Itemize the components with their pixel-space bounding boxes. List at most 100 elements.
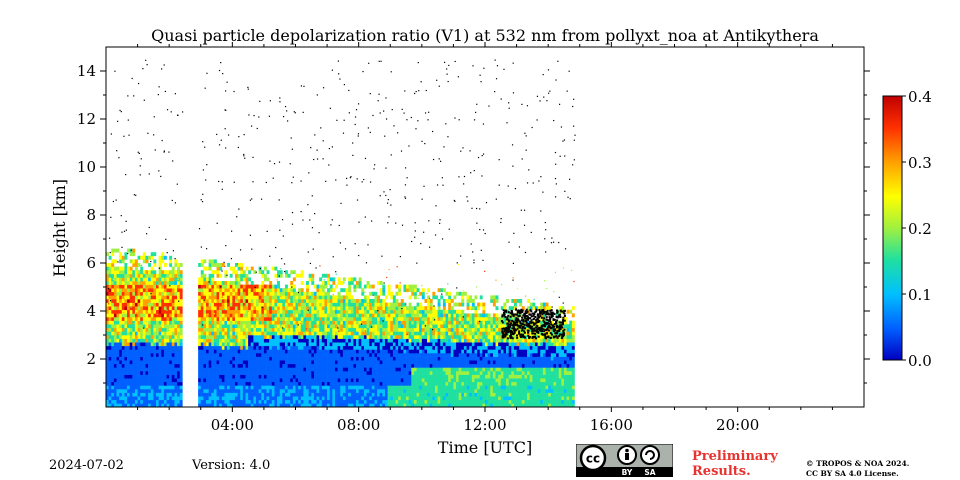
heatmap-cell bbox=[466, 331, 470, 336]
heatmap-cell bbox=[121, 313, 125, 318]
heatmap-cell bbox=[274, 399, 278, 404]
heatmap-cell bbox=[124, 313, 128, 318]
heatmap-cell bbox=[350, 306, 354, 311]
heatmap-cell bbox=[211, 335, 215, 339]
heatmap-cell bbox=[266, 324, 270, 329]
heatmap-cell bbox=[227, 360, 231, 365]
heatmap-cell bbox=[324, 302, 328, 307]
heatmap-cell bbox=[208, 335, 212, 339]
heatmap-cell bbox=[271, 335, 275, 339]
heatmap-cell bbox=[298, 288, 302, 293]
heatmap-cell bbox=[113, 385, 117, 390]
heatmap-cell bbox=[234, 392, 238, 397]
heatmap-cell bbox=[466, 385, 470, 390]
heatmap-cell bbox=[403, 371, 407, 375]
heatmap-cell bbox=[469, 295, 473, 300]
heatmap-cell bbox=[282, 349, 286, 354]
heatmap-cell bbox=[498, 385, 502, 390]
heatmap-cell bbox=[227, 306, 231, 311]
heatmap-cell bbox=[113, 360, 117, 365]
heatmap-cell bbox=[269, 360, 273, 365]
heatmap-cell bbox=[292, 324, 296, 329]
heatmap-cell bbox=[227, 356, 231, 361]
heatmap-cell bbox=[137, 367, 141, 372]
heatmap-cell bbox=[361, 396, 365, 401]
heatmap-cell bbox=[269, 295, 273, 300]
heatmap-cell bbox=[398, 309, 402, 314]
heatmap-cell bbox=[419, 353, 423, 357]
heatmap-cell bbox=[248, 399, 252, 404]
heatmap-cell bbox=[477, 320, 481, 325]
heatmap-cell bbox=[340, 331, 344, 336]
heatmap-cell bbox=[219, 324, 223, 329]
heatmap-cell bbox=[292, 317, 296, 321]
heatmap-cell bbox=[279, 356, 283, 361]
heatmap-cell bbox=[479, 356, 483, 361]
heatmap-cell bbox=[327, 356, 331, 361]
heatmap-cell bbox=[245, 320, 249, 325]
heatmap-cell bbox=[377, 313, 381, 318]
heatmap-cell bbox=[363, 385, 367, 390]
heatmap-cell bbox=[177, 320, 180, 325]
heatmap-cell bbox=[124, 295, 128, 300]
heatmap-cell bbox=[361, 356, 365, 361]
heatmap-cell bbox=[437, 392, 441, 397]
heatmap-cell bbox=[121, 360, 125, 365]
heatmap-cell bbox=[411, 389, 415, 393]
heatmap-cell bbox=[479, 374, 483, 379]
heatmap-cell bbox=[292, 309, 296, 314]
heatmap-cell bbox=[113, 349, 117, 354]
heatmap-cell bbox=[340, 389, 344, 393]
heatmap-cell bbox=[492, 302, 496, 307]
heatmap-cell bbox=[277, 284, 281, 289]
heatmap-cell bbox=[219, 306, 223, 311]
heatmap-cell bbox=[253, 284, 257, 289]
heatmap-cell bbox=[121, 295, 125, 300]
heatmap-cell bbox=[161, 378, 165, 383]
heatmap-cell bbox=[471, 320, 475, 325]
heatmap-cell bbox=[387, 284, 391, 289]
heatmap-cell bbox=[334, 338, 338, 343]
heatmap-cell bbox=[245, 349, 249, 354]
heatmap-cell bbox=[211, 281, 215, 285]
heatmap-cell bbox=[200, 374, 204, 379]
heatmap-cell bbox=[348, 371, 352, 375]
heatmap-cell bbox=[284, 374, 288, 379]
heatmap-cell bbox=[466, 299, 470, 303]
heatmap-cell bbox=[211, 342, 215, 347]
heatmap-cell bbox=[406, 309, 409, 314]
heatmap-cell bbox=[490, 299, 494, 303]
heatmap-cell bbox=[198, 381, 202, 386]
heatmap-cell bbox=[127, 284, 130, 289]
heatmap-cell bbox=[400, 324, 404, 329]
heatmap-cell bbox=[469, 381, 473, 386]
heatmap-cell bbox=[219, 327, 223, 332]
heatmap-cell bbox=[308, 273, 312, 278]
heatmap-cell bbox=[461, 335, 465, 339]
heatmap-cell bbox=[461, 299, 465, 303]
heatmap-cell bbox=[121, 356, 125, 361]
heatmap-cell bbox=[303, 356, 307, 361]
heatmap-cell bbox=[306, 299, 309, 303]
heatmap-cell bbox=[177, 342, 180, 347]
heatmap-cell bbox=[358, 381, 362, 386]
heatmap-cell bbox=[284, 349, 288, 354]
heatmap-cell bbox=[292, 396, 296, 401]
heatmap-cell bbox=[358, 313, 362, 318]
heatmap-cell bbox=[427, 302, 431, 307]
heatmap-cell bbox=[153, 392, 157, 397]
heatmap-cell bbox=[369, 327, 373, 332]
heatmap-cell bbox=[369, 367, 373, 372]
heatmap-cell bbox=[461, 309, 465, 314]
heatmap-cell bbox=[287, 273, 291, 278]
heatmap-cell bbox=[221, 320, 225, 325]
heatmap-cell bbox=[163, 338, 167, 343]
heatmap-cell bbox=[161, 324, 165, 329]
heatmap-cell bbox=[284, 324, 288, 329]
heatmap-cell bbox=[216, 324, 220, 329]
heatmap-cell bbox=[229, 363, 233, 368]
heatmap-cell bbox=[274, 374, 278, 379]
heatmap-cell bbox=[324, 299, 328, 303]
heatmap-cell bbox=[358, 284, 362, 289]
heatmap-cell bbox=[374, 345, 378, 350]
